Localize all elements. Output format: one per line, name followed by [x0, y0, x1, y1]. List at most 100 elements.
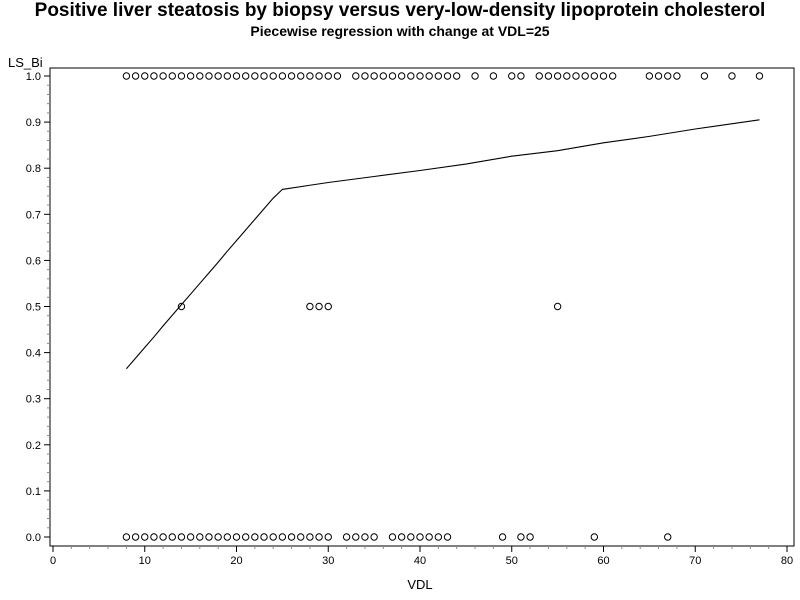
data-point — [141, 72, 149, 80]
x-tick-label: 40 — [414, 555, 426, 567]
data-point — [407, 72, 415, 80]
regression-line — [125, 119, 760, 370]
data-point — [370, 533, 378, 541]
data-point — [278, 72, 287, 80]
data-point — [581, 72, 589, 80]
data-point — [196, 72, 204, 80]
data-point — [388, 533, 397, 541]
x-tick-label: 70 — [689, 555, 701, 567]
data-point — [159, 72, 167, 80]
data-point — [416, 72, 424, 80]
data-point — [214, 533, 222, 541]
data-point — [517, 533, 525, 541]
data-point — [251, 72, 259, 80]
x-tick-label: 30 — [322, 555, 334, 567]
x-tick-label: 0 — [50, 555, 56, 567]
data-point — [177, 302, 186, 311]
data-point — [131, 72, 140, 80]
data-point — [498, 533, 507, 541]
y-tick-label: 1.0 — [26, 71, 41, 83]
data-point — [535, 72, 543, 80]
data-point — [664, 533, 672, 541]
data-point — [425, 72, 433, 80]
data-point — [315, 302, 323, 311]
data-point — [297, 72, 305, 80]
data-points-layer — [122, 72, 764, 541]
data-point — [599, 72, 608, 80]
data-point — [223, 72, 232, 80]
data-point — [700, 72, 709, 80]
data-point — [223, 533, 232, 541]
data-point — [141, 533, 149, 541]
data-point — [186, 533, 195, 541]
data-point — [755, 72, 764, 80]
x-tick-label: 50 — [506, 555, 518, 567]
y-axis-label: LS_Bi — [8, 55, 43, 70]
data-point — [517, 72, 525, 80]
y-tick-label: 0.0 — [26, 532, 41, 544]
data-point — [544, 72, 553, 80]
data-point — [324, 533, 332, 541]
data-point — [654, 72, 663, 80]
y-tick-label: 0.9 — [26, 117, 41, 129]
data-point — [370, 72, 378, 80]
data-point — [526, 533, 534, 541]
y-tick-label: 0.1 — [26, 486, 41, 498]
data-point — [315, 72, 323, 80]
data-point — [352, 533, 360, 541]
data-point — [168, 533, 176, 541]
data-point — [407, 533, 415, 541]
x-tick-label: 60 — [597, 555, 609, 567]
data-point — [150, 72, 158, 80]
y-tick-label: 0.7 — [26, 209, 41, 221]
data-point — [361, 533, 369, 541]
data-point — [186, 72, 195, 80]
data-point — [278, 533, 287, 541]
data-point — [361, 72, 369, 80]
data-point — [608, 72, 617, 80]
data-point — [297, 533, 305, 541]
data-point — [205, 533, 213, 541]
data-point — [306, 533, 314, 541]
data-point — [131, 533, 140, 541]
data-point — [645, 72, 654, 80]
data-point — [673, 72, 681, 80]
data-point — [196, 533, 204, 541]
data-point — [590, 533, 599, 541]
data-point — [553, 72, 562, 80]
x-tick-label: 10 — [139, 555, 151, 567]
data-point — [287, 72, 296, 80]
data-point — [443, 533, 452, 541]
data-point — [553, 302, 562, 311]
data-point — [471, 72, 479, 80]
data-point — [728, 72, 736, 80]
data-point — [416, 533, 424, 541]
data-point — [379, 72, 387, 80]
data-point — [342, 533, 351, 541]
data-point — [397, 533, 406, 541]
regression-line-layer — [125, 119, 760, 370]
data-point — [388, 72, 397, 80]
data-point — [324, 72, 332, 80]
data-point — [434, 72, 443, 80]
data-point — [425, 533, 433, 541]
data-point — [159, 533, 167, 541]
data-point — [251, 533, 259, 541]
y-tick-label: 0.2 — [26, 440, 41, 452]
x-tick-label: 20 — [230, 555, 242, 567]
data-point — [590, 72, 599, 80]
axis-ticks: 0 10 20 30 40 50 60 70 80 0.0 0.1 0.2 0.3 0.4 0.5 0.6 0.… — [26, 71, 793, 567]
data-point — [269, 533, 277, 541]
data-point — [397, 72, 406, 80]
data-point — [333, 72, 342, 80]
data-point — [563, 72, 571, 80]
data-point — [168, 72, 176, 80]
data-point — [508, 72, 516, 80]
data-point — [443, 72, 452, 80]
data-point — [232, 72, 241, 80]
data-point — [241, 533, 250, 541]
data-point — [241, 72, 250, 80]
y-tick-label: 0.6 — [26, 255, 41, 267]
data-point — [122, 72, 131, 80]
